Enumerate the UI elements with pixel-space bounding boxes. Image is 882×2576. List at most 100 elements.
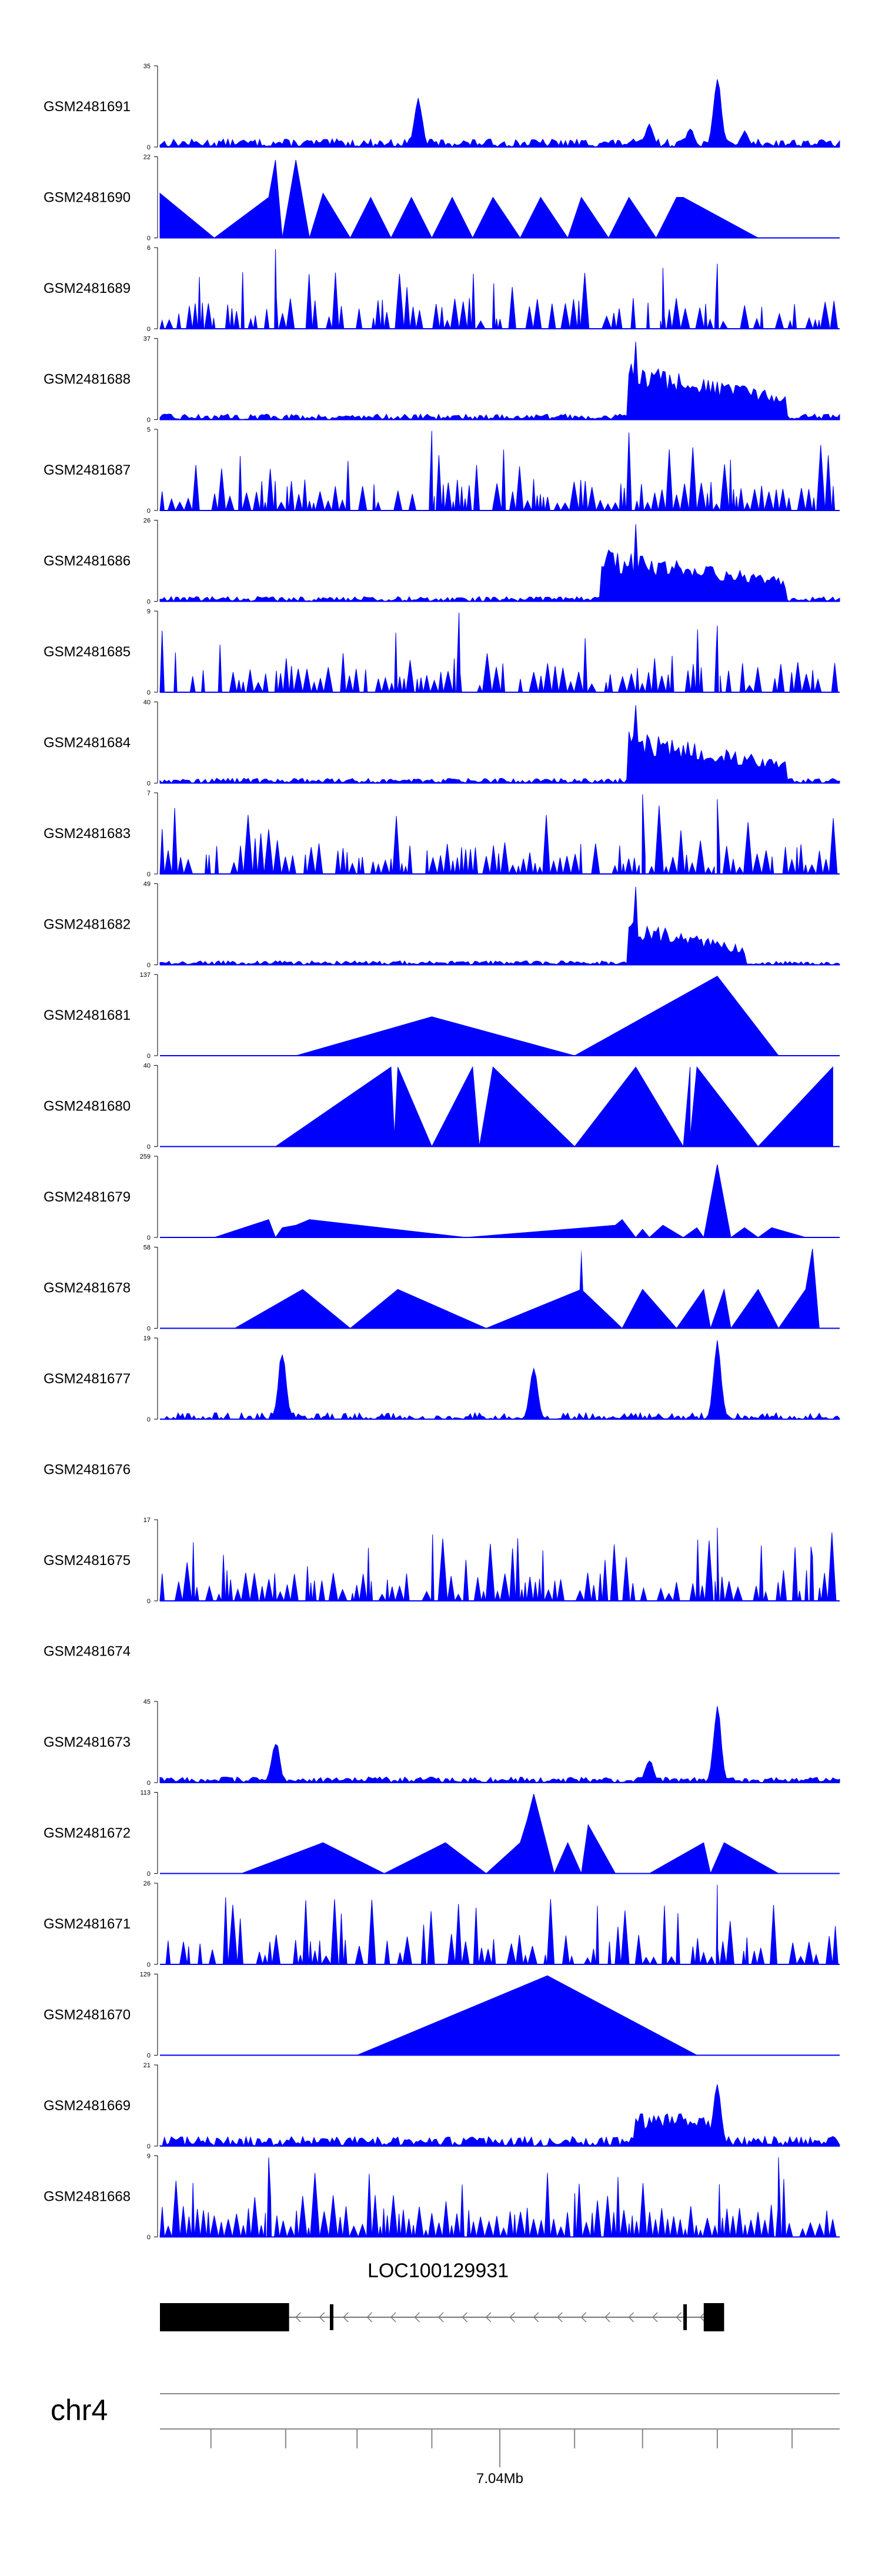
coverage-area: [274, 1066, 833, 1148]
coverage-area: [159, 1706, 840, 1784]
coverage-area: [159, 705, 840, 784]
coverage-area: [241, 1794, 780, 1875]
coverage-area: [159, 159, 759, 239]
track-label: GSM2481671: [44, 1916, 131, 1932]
gene-exon: [160, 2303, 289, 2331]
track-label: GSM2481691: [44, 99, 131, 115]
coverage-area: [159, 794, 840, 875]
y-zero-label: 0: [147, 2053, 151, 2060]
y-max-label: 137: [140, 972, 151, 979]
track-label: GSM2481672: [44, 1826, 131, 1841]
coverage-area: [159, 79, 840, 148]
strand-arrow: [533, 2312, 539, 2323]
track-label: GSM2481683: [44, 826, 131, 842]
y-max-label: 45: [143, 1699, 151, 1706]
y-max-label: 21: [143, 2062, 151, 2069]
coverage-spike: [577, 1249, 585, 1329]
y-max-label: 6: [147, 245, 151, 252]
y-zero-label: 0: [147, 1780, 151, 1787]
y-max-label: 7: [147, 790, 151, 797]
y-max-label: 58: [143, 1244, 151, 1252]
track-label: GSM2481680: [44, 1099, 131, 1115]
strand-arrow: [557, 2312, 563, 2323]
coverage-area: [160, 1884, 840, 1966]
track-label: GSM2481688: [44, 372, 131, 388]
track-label: GSM2481689: [44, 281, 131, 296]
y-max-label: 49: [143, 881, 151, 888]
strand-arrow: [319, 2312, 325, 2323]
track-label: GSM2481687: [44, 462, 131, 478]
strand-arrow: [652, 2312, 658, 2323]
strand-arrow: [462, 2312, 467, 2323]
strand-arrow: [580, 2312, 587, 2323]
y-max-label: 9: [147, 608, 151, 615]
gene-exon: [330, 2304, 333, 2330]
gene-exon: [703, 2303, 724, 2331]
y-zero-label: 0: [147, 1961, 151, 1968]
y-zero-label: 0: [147, 144, 151, 151]
strand-arrow: [699, 2312, 706, 2323]
gene-exon: [683, 2304, 687, 2330]
y-zero-label: 0: [147, 1416, 151, 1423]
track-label: GSM2481676: [44, 1462, 131, 1478]
track-label: GSM2481673: [44, 1734, 131, 1750]
coverage-area: [159, 2157, 840, 2238]
y-zero-label: 0: [147, 962, 151, 969]
chromosome-label: chr4: [51, 2394, 108, 2427]
y-zero-label: 0: [147, 599, 151, 606]
y-max-label: 17: [143, 1517, 151, 1524]
strand-arrow: [628, 2312, 634, 2323]
strand-arrow: [295, 2312, 301, 2323]
track-label: GSM2481684: [44, 735, 131, 751]
y-max-label: 129: [140, 1971, 151, 1978]
y-zero-label: 0: [147, 1326, 151, 1333]
track-label: GSM2481675: [44, 1553, 131, 1569]
track-label: GSM2481674: [44, 1644, 131, 1660]
coverage-area: [159, 431, 840, 512]
track-label: GSM2481677: [44, 1371, 131, 1387]
y-max-label: 40: [143, 699, 151, 706]
y-max-label: 26: [143, 518, 151, 525]
strand-arrow: [485, 2312, 492, 2323]
y-zero-label: 0: [147, 2234, 151, 2241]
coverage-area: [160, 1340, 840, 1420]
track-label: GSM2481678: [44, 1280, 131, 1296]
track-label: GSM2481669: [44, 2098, 131, 2114]
y-zero-label: 0: [147, 2143, 151, 2150]
y-max-label: 259: [140, 1153, 151, 1160]
y-zero-label: 0: [147, 1144, 151, 1151]
coverage-area: [214, 1164, 806, 1239]
track-label: GSM2481690: [44, 190, 131, 206]
y-zero-label: 0: [147, 689, 151, 696]
y-max-label: 40: [143, 1063, 151, 1070]
y-max-label: 9: [147, 2153, 151, 2160]
coverage-area: [159, 886, 840, 966]
gene-label: LOC100129931: [368, 2260, 509, 2282]
strand-arrow: [343, 2312, 349, 2323]
track-label: GSM2481679: [44, 1189, 131, 1205]
y-zero-label: 0: [147, 235, 151, 242]
coverage-area: [159, 1527, 840, 1602]
strand-arrow: [604, 2312, 610, 2323]
strand-arrow: [366, 2312, 373, 2323]
strand-arrow: [437, 2312, 444, 2323]
coverage-area: [159, 612, 840, 693]
track-label: GSM2481670: [44, 2007, 131, 2023]
y-max-label: 26: [143, 1880, 151, 1887]
y-max-label: 19: [143, 1335, 151, 1342]
y-zero-label: 0: [147, 1871, 151, 1878]
track-label: GSM2481668: [44, 2189, 131, 2205]
y-zero-label: 0: [147, 326, 151, 333]
y-zero-label: 0: [147, 508, 151, 515]
track-label: GSM2481685: [44, 644, 131, 660]
strand-arrow: [390, 2312, 396, 2323]
coverage-area: [159, 524, 840, 602]
y-zero-label: 0: [147, 417, 151, 424]
coverage-area: [159, 341, 840, 421]
y-zero-label: 0: [147, 780, 151, 788]
strand-arrow: [414, 2312, 420, 2323]
y-max-label: 5: [147, 426, 151, 433]
y-zero-label: 0: [147, 1598, 151, 1605]
